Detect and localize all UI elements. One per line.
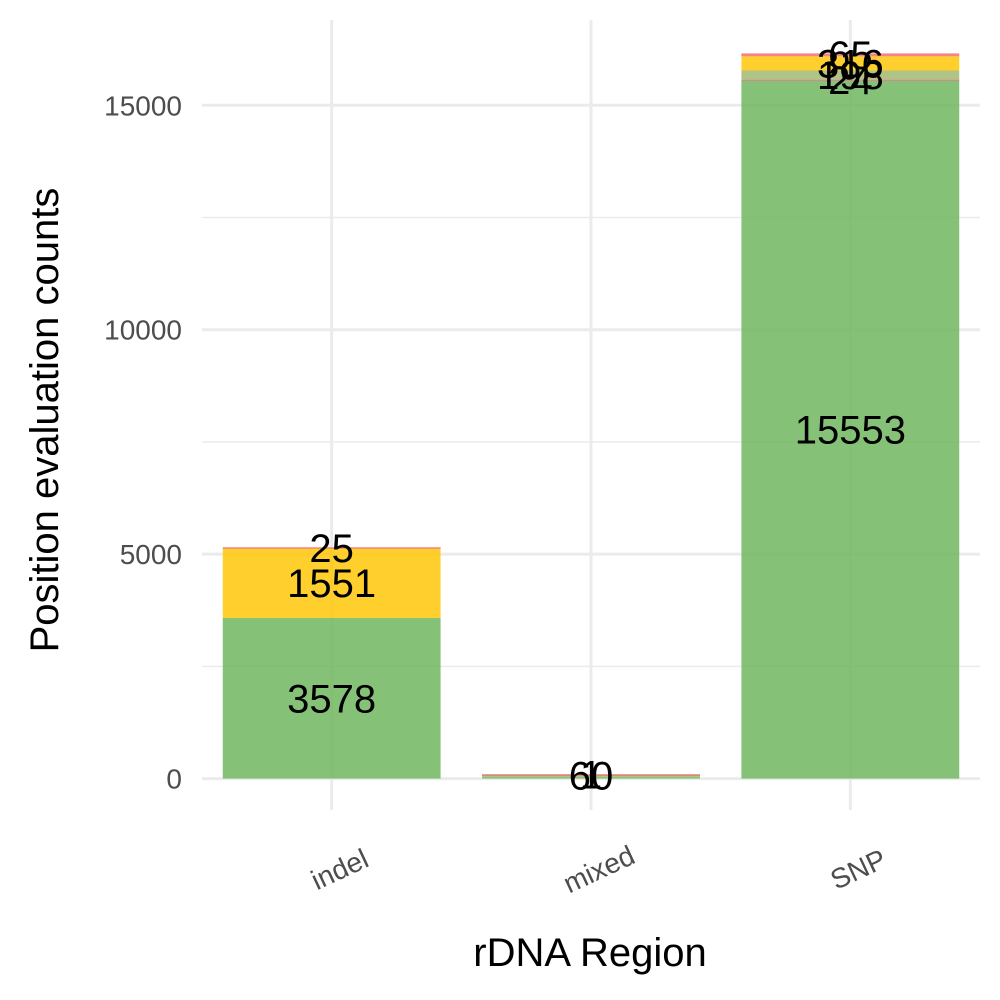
data-label: 15553 (795, 409, 906, 453)
y-tick-label: 10000 (104, 315, 182, 346)
data-label: 198 (817, 54, 884, 98)
x-tick-label: mixed (559, 840, 640, 900)
data-label: 65 (828, 34, 873, 78)
x-tick-label: SNP (826, 843, 891, 895)
data-label: 316 (817, 42, 884, 86)
x-tick-label: indel (306, 843, 373, 896)
bar-segment (222, 548, 441, 618)
bar-segment (482, 774, 700, 776)
data-label: 3578 (287, 677, 376, 721)
bar-segment (482, 777, 700, 779)
data-label: 1551 (287, 562, 376, 606)
bar-segment (741, 79, 960, 81)
data-label: 24 (828, 59, 873, 103)
x-axis-title: rDNA Region (473, 931, 706, 975)
y-axis-title: Position evaluation counts (23, 188, 67, 653)
y-tick-label: 0 (166, 764, 182, 795)
data-label: 25 (309, 527, 354, 571)
bar-segment (222, 547, 441, 549)
data-label: 60 (569, 755, 614, 799)
bar-segment (741, 56, 960, 71)
bar-segment (741, 80, 960, 779)
data-label: 1 (580, 753, 602, 797)
y-tick-label: 5000 (120, 539, 182, 570)
y-tick-label: 15000 (104, 90, 182, 121)
bar-segment (741, 53, 960, 57)
y-axis-ticks: 0 5000 10000 15000 (104, 90, 182, 794)
x-axis-ticks: indel mixed SNP (306, 840, 891, 900)
bar-stacks (222, 53, 960, 779)
bar-segment (222, 617, 441, 779)
bar-segment (741, 70, 960, 80)
